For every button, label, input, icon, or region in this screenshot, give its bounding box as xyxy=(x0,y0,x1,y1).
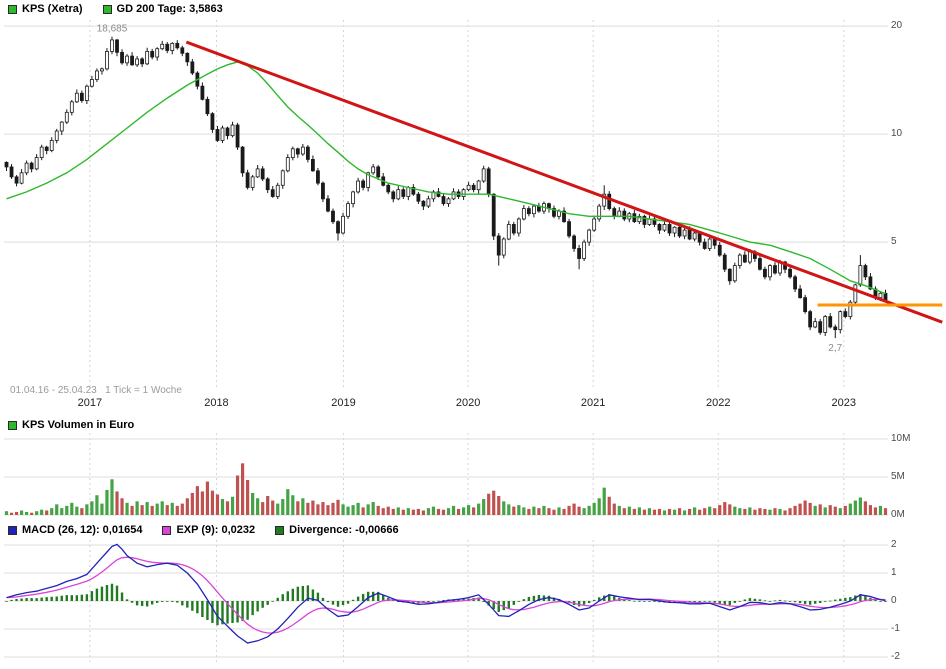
price-plot-area: 18,685 2,7 xyxy=(4,20,944,388)
downtrend-line xyxy=(185,40,943,324)
macd-legend-macd: MACD (26, 12): 0,01654 xyxy=(8,524,142,536)
divergence-swatch-icon xyxy=(275,525,285,535)
volume-axis-label: 5M xyxy=(891,471,905,482)
price-extreme-annotation: 2,7 xyxy=(828,343,842,354)
date-range-note: 01.04.16 - 25.04.23 1 Tick = 1 Woche xyxy=(10,385,182,396)
volume-axis-label: 10M xyxy=(891,433,911,444)
macd-axis-label: 0 xyxy=(891,595,897,606)
divergence-label: Divergence: -0,00666 xyxy=(289,524,399,536)
gd200-line xyxy=(6,61,886,295)
x-axis-year-label: 2023 xyxy=(831,397,857,409)
x-axis-year-label: 2019 xyxy=(331,397,356,409)
x-axis-year-label: 2022 xyxy=(705,397,731,409)
volume-chart-canvas xyxy=(4,433,888,517)
price-legend-kps: KPS (Xetra) xyxy=(8,3,83,15)
macd-swatch-icon xyxy=(8,525,17,535)
macd-plot-area xyxy=(4,540,888,662)
exp-signal-line xyxy=(6,556,886,634)
price-legend: KPS (Xetra) GD 200 Tage: 3,5863 xyxy=(8,3,223,15)
kps-series-label: KPS (Xetra) xyxy=(22,3,83,15)
kps-series-swatch-icon xyxy=(8,4,17,14)
macd-axis-label: -2 xyxy=(891,651,900,662)
x-axis-year-label: 2018 xyxy=(204,397,229,409)
x-axis-year-label: 2021 xyxy=(580,397,606,409)
macd-legend-exp: EXP (9): 0,0232 xyxy=(162,524,255,536)
x-axis-year-label: 2020 xyxy=(455,397,481,409)
macd-line xyxy=(6,543,886,644)
volume-plot-area xyxy=(4,433,888,517)
gd200-label: GD 200 Tage: 3,5863 xyxy=(116,3,223,15)
macd-axis-label: 2 xyxy=(891,539,897,550)
date-range-text: 01.04.16 - 25.04.23 xyxy=(10,385,97,396)
price-extreme-annotation: 18,685 xyxy=(97,24,128,35)
gd200-swatch-icon xyxy=(102,4,112,14)
price-axis-label: 20 xyxy=(891,20,903,32)
exp-label: EXP (9): 0,0232 xyxy=(176,524,256,536)
volume-legend-item: KPS Volumen in Euro xyxy=(8,419,134,431)
x-axis-year-label: 2017 xyxy=(77,397,103,409)
volume-swatch-icon xyxy=(8,420,17,430)
note-spacer xyxy=(97,385,105,396)
volume-legend-label: KPS Volumen in Euro xyxy=(22,419,135,431)
price-legend-gd200: GD 200 Tage: 3,5863 xyxy=(102,3,223,15)
volume-legend: KPS Volumen in Euro xyxy=(8,419,134,431)
exp-swatch-icon xyxy=(162,525,172,535)
macd-axis-label: -1 xyxy=(891,623,900,634)
tick-note-text: 1 Tick = 1 Woche xyxy=(105,385,182,396)
volume-axis-label: 0M xyxy=(891,509,905,520)
macd-label: MACD (26, 12): 0,01654 xyxy=(22,524,143,536)
macd-chart-canvas xyxy=(4,540,888,662)
macd-axis-label: 1 xyxy=(891,567,897,578)
macd-legend-divergence: Divergence: -0,00666 xyxy=(275,524,399,536)
price-axis-label: 10 xyxy=(891,128,903,140)
macd-legend: MACD (26, 12): 0,01654 EXP (9): 0,0232 D… xyxy=(8,524,399,536)
price-chart-canvas: 18,685 2,7 xyxy=(4,20,943,388)
price-axis-label: 5 xyxy=(891,236,897,248)
